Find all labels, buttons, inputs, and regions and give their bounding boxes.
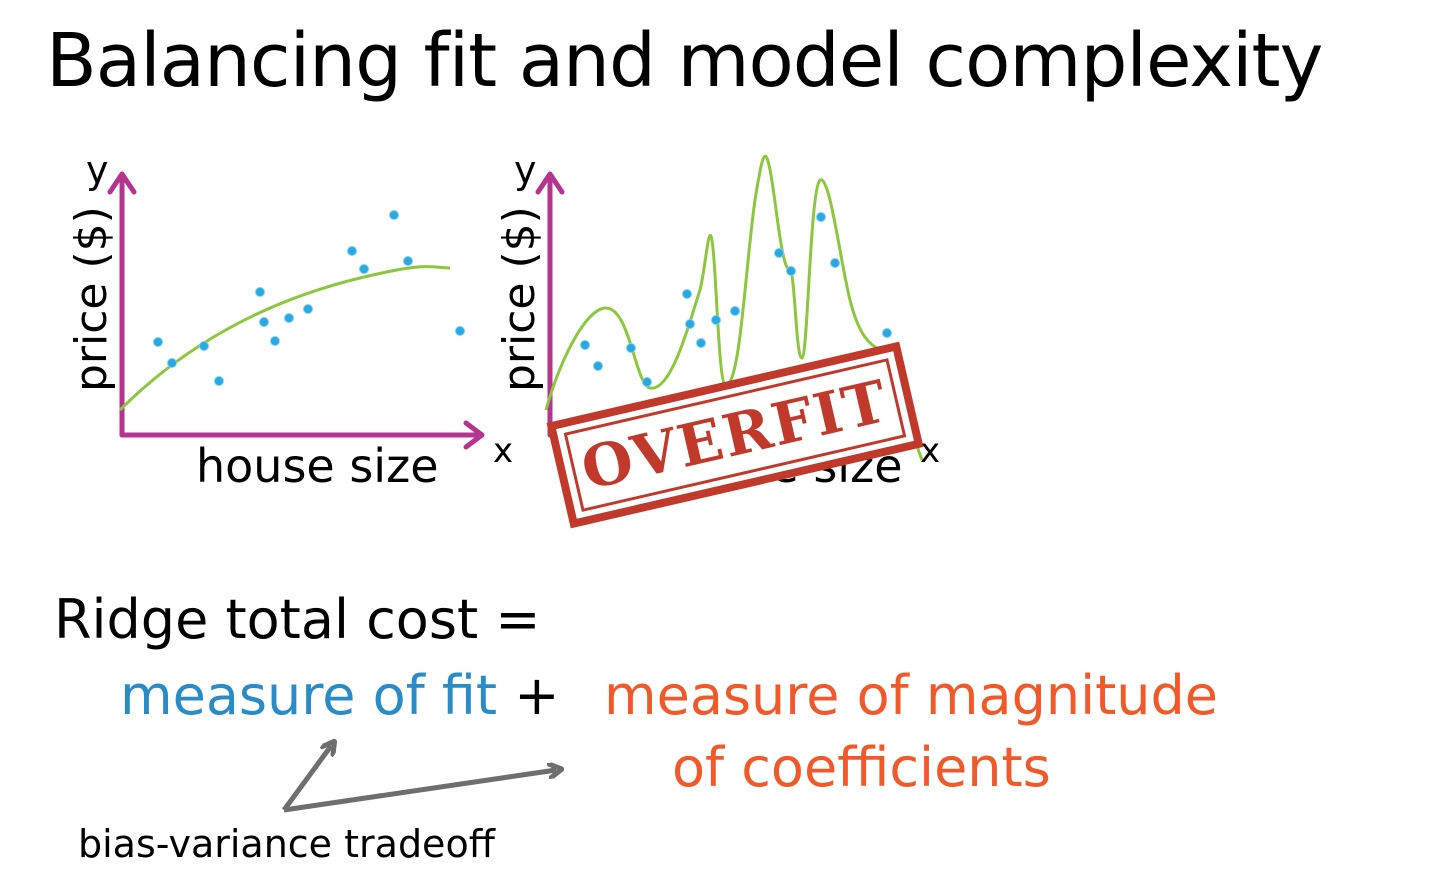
data-point [593,361,603,371]
right-overfit-curve [544,154,924,461]
left-y-symbol: y [86,148,109,192]
plus-sign: + [514,664,560,727]
data-point [882,328,892,338]
left-data-points [153,210,465,386]
magnitude-term-line2: of coefficients [672,736,1051,799]
data-point [270,336,280,346]
overfit-stamp: OVERFIT [546,341,924,529]
right-y-symbol: y [514,148,537,192]
data-point [786,266,796,276]
left-y-arrowhead [107,171,137,195]
magnitude-term-line1: measure of magnitude [604,664,1218,727]
data-point [696,338,706,348]
left-x-symbol: x [493,431,513,471]
data-point [816,212,826,222]
data-point [259,317,269,327]
left-x-label: house size [196,439,439,493]
data-point [303,304,313,314]
tradeoff-arrows [281,746,556,813]
bias-variance-annotation: bias-variance tradeoff [78,822,495,866]
data-point [685,319,695,329]
right-y-label: price ($) [494,206,545,392]
left-fit-curve [118,265,451,412]
data-point [284,313,294,323]
plot-right: house size y price ($) x OVERFIT [494,148,940,529]
slide-title: Balancing fit and model complexity [46,18,1323,104]
data-point [403,256,413,266]
right-x-symbol: x [920,431,940,471]
data-point [455,326,465,336]
data-point [830,258,840,268]
ridge-cost-lhs: Ridge total cost = [54,588,541,651]
right-data-points [580,212,892,387]
data-point [167,358,177,368]
data-point [214,376,224,386]
data-point [347,246,357,256]
arrow-to-fit [281,746,331,812]
data-point [774,248,784,258]
fit-term-line: measure of fit + [120,664,560,727]
data-point [153,337,163,347]
plot-left: y price ($) house size x [66,148,513,493]
data-point [359,264,369,274]
fit-term: measure of fit [120,664,498,727]
data-point [389,210,399,220]
data-point [642,377,652,387]
arrow-to-magnitude [283,770,556,813]
data-point [199,341,209,351]
data-point [711,315,721,325]
data-point [255,287,265,297]
data-point [626,343,636,353]
data-point [580,340,590,350]
left-y-label: price ($) [66,206,117,392]
right-y-arrowhead [535,171,565,195]
data-point [730,306,740,316]
left-x-arrowhead [463,420,485,450]
data-point [682,289,692,299]
